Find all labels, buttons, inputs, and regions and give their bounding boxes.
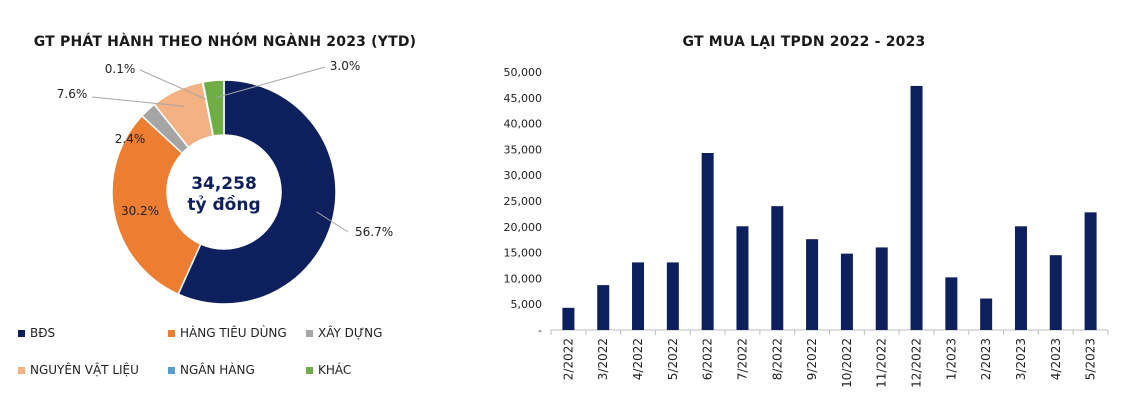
bar-chart-title: GT MUA LẠI TPDN 2022 - 2023 [682, 34, 926, 50]
bar-2/2022 [562, 307, 575, 330]
bar-11/2022 [875, 247, 888, 330]
y-tick-label: 15,000 [504, 247, 543, 260]
x-tick-label: 5/2023 [1084, 338, 1098, 380]
slice-label-3: 7.6% [57, 87, 88, 101]
legend-item-1: HÀNG TIÊU DÙNG [168, 326, 287, 340]
y-tick-label: 30,000 [504, 169, 543, 182]
x-tick-label: 2/2022 [561, 338, 575, 380]
legend-swatch [18, 366, 25, 374]
bar-3/2022 [597, 285, 610, 330]
bar-4/2023 [1049, 255, 1062, 330]
legend-label: BĐS [30, 326, 56, 340]
donut-center-value: 34,258 [191, 174, 257, 194]
legend-item-3: NGUYÊN VẬT LIỆU [18, 363, 139, 377]
x-tick-label: 11/2022 [875, 338, 889, 388]
legend-item-5: KHÁC [306, 363, 351, 377]
bar-10/2022 [840, 253, 853, 330]
leader-line-5 [214, 66, 326, 99]
bar-chart: - 5,000 10,000 15,000 20,000 25,000 30,000 35,0… [504, 66, 1109, 388]
legend-item-2: XÂY DỰNG [306, 326, 382, 340]
x-tick-label: 6/2022 [701, 338, 715, 380]
y-tick-label: 35,000 [504, 143, 543, 156]
x-tick-label: 12/2022 [910, 338, 924, 388]
legend-item-4: NGÂN HÀNG [168, 363, 255, 377]
y-tick-label: 50,000 [504, 66, 543, 79]
donut-chart-panel: GT PHÁT HÀNH THEO NHÓM NGÀNH 2023 (YTD) … [0, 0, 450, 405]
legend-swatch [18, 329, 25, 337]
legend-label: KHÁC [318, 363, 352, 377]
x-tick-label: 5/2022 [666, 338, 680, 380]
donut-chart-title: GT PHÁT HÀNH THEO NHÓM NGÀNH 2023 (YTD) [33, 34, 417, 50]
y-tick-label: 40,000 [504, 118, 543, 131]
x-tick-label: 7/2022 [735, 338, 749, 380]
slice-label-4: 0.1% [105, 62, 136, 76]
x-tick-label: 8/2022 [770, 338, 784, 380]
x-tick-label: 10/2022 [840, 338, 854, 388]
slice-label-0: 56.7% [355, 225, 393, 239]
bar-12/2022 [910, 85, 923, 330]
bar-5/2022 [666, 262, 679, 330]
y-tick-label: 10,000 [504, 272, 543, 285]
x-tick-label: 3/2022 [596, 338, 610, 380]
legend-swatch [306, 329, 313, 337]
bar-1/2023 [945, 277, 958, 330]
legend-swatch [168, 329, 175, 337]
x-tick-label: 4/2022 [631, 338, 645, 380]
x-tick-label: 1/2023 [944, 338, 958, 380]
leader-line-3 [91, 96, 185, 107]
legend-label: XÂY DỰNG [318, 326, 383, 340]
donut-slice-0 [177, 79, 337, 305]
bar-9/2022 [806, 239, 819, 330]
slice-label-2: 2.4% [115, 132, 146, 146]
x-tick-label: 3/2023 [1014, 338, 1028, 380]
legend-swatch [168, 366, 175, 374]
slice-label-1: 30.2% [121, 204, 159, 218]
slice-label-5: 3.0% [330, 59, 361, 73]
bar-2/2023 [980, 298, 993, 330]
donut-slice-5 [202, 79, 225, 137]
x-tick-label: 9/2022 [805, 338, 819, 380]
legend-label: HÀNG TIÊU DÙNG [180, 326, 287, 340]
donut-center-unit: tỷ đồng [187, 194, 260, 215]
x-tick-label: 2/2023 [979, 338, 993, 380]
legend-swatch [306, 366, 313, 374]
bar-7/2022 [736, 226, 749, 330]
y-tick-label: 45,000 [504, 92, 543, 105]
donut-slice-1 [111, 114, 202, 296]
bar-3/2023 [1014, 226, 1027, 330]
y-tick-label: 5,000 [511, 298, 543, 311]
y-tick-label: - [538, 324, 542, 337]
bar-5/2023 [1084, 212, 1097, 330]
leader-line-0 [316, 211, 349, 233]
legend-label: NGÂN HÀNG [180, 363, 255, 377]
legend-label: NGUYÊN VẬT LIỆU [30, 363, 139, 377]
bar-8/2022 [771, 206, 784, 330]
bar-6/2022 [701, 153, 714, 330]
y-tick-label: 20,000 [504, 221, 543, 234]
x-tick-label: 4/2023 [1049, 338, 1063, 380]
bar-4/2022 [632, 262, 645, 330]
y-tick-label: 25,000 [504, 195, 543, 208]
bar-chart-panel: GT MUA LẠI TPDN 2022 - 2023 - 5,000 10,000… [470, 0, 1138, 405]
legend-item-0: BĐS [18, 326, 55, 340]
leader-line-4 [139, 69, 207, 100]
